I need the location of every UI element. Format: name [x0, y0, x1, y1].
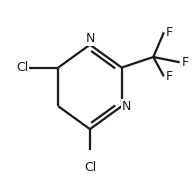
Text: N: N	[85, 32, 95, 45]
Text: Cl: Cl	[16, 61, 28, 74]
Text: F: F	[181, 56, 189, 69]
Text: Cl: Cl	[84, 161, 96, 174]
Text: F: F	[166, 26, 173, 39]
Text: F: F	[166, 70, 173, 83]
Text: N: N	[122, 100, 131, 113]
